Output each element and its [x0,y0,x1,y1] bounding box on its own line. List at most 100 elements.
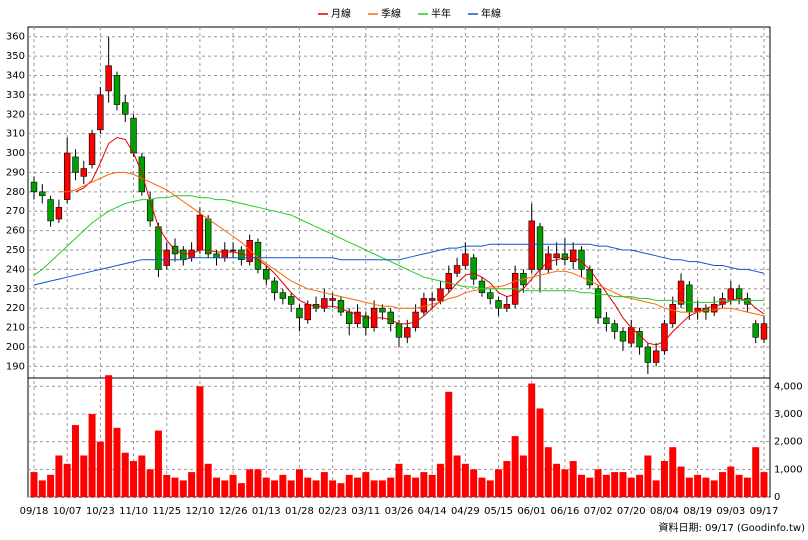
x-tick-label: 07/02 [584,506,613,517]
candle-body [354,311,361,325]
candle-body [619,331,627,342]
volume-bar [677,466,685,497]
candle-body [72,156,79,173]
candle-body [279,292,287,299]
volume-bar [246,469,254,497]
volume-bar [611,472,619,497]
volume-bar [694,474,702,497]
volume-bar [569,461,577,497]
ma-line [33,195,764,303]
volume-bar [96,441,104,497]
y-tick-label: 290 [6,167,25,178]
candle-body [271,280,278,293]
y-tick-label: 320 [6,109,25,120]
volume-bar [743,477,751,497]
candle-body [636,331,643,348]
volume-bar [760,472,768,497]
volume-bar [652,480,660,497]
volume-bar [461,463,469,497]
legend-label: 月線 [331,7,351,20]
candle-body [47,199,54,222]
y-tick-label: 210 [6,323,25,334]
x-tick-label: 09/17 [750,506,779,517]
x-tick-label: 12/10 [185,506,214,517]
y-tick-label: 260 [6,226,25,237]
candle-body [404,327,411,338]
x-tick-label: 02/23 [318,506,347,517]
volume-bar [320,472,328,497]
volume-bar [154,430,162,497]
volume-bar [561,469,569,497]
y-tick-label: 350 [6,51,25,62]
y-tick-label: 3,000 [774,409,803,420]
candle-body [180,249,187,261]
y-tick-label: 360 [6,32,25,43]
y-tick-label: 2,000 [774,437,803,448]
candle-body [196,214,204,251]
x-tick-label: 01/13 [252,506,281,517]
candle-body [453,265,461,274]
y-tick-label: 310 [6,129,25,140]
volume-bar [412,477,420,497]
candle-body [652,350,660,363]
volume-bar [262,477,270,497]
volume-bar [528,383,536,497]
volume-bar [171,477,179,497]
volume-bar [254,469,262,497]
candle-body [254,241,262,270]
x-tick-label: 11/25 [152,506,181,517]
volume-bar [121,452,129,497]
volume-bar [445,391,453,497]
volume-bar [378,480,386,497]
volume-bar [113,427,121,497]
candle-body [346,311,353,325]
volume-bar [486,480,494,497]
candle-body [155,226,162,270]
volume-bar [304,477,312,497]
candle-body [163,249,170,266]
candle-body [213,253,220,259]
legend-label: 半年 [431,7,451,20]
volume-bar [403,474,411,497]
volume-bar [279,474,287,497]
volume-bar [229,474,237,497]
candle-body [395,323,403,338]
y-tick-label: 200 [6,342,25,353]
volume-bar [146,469,154,497]
volume-bar [395,463,403,497]
x-tick-label: 10/07 [53,506,82,517]
volume-bar [30,472,38,497]
candle-body [130,117,137,154]
x-tick-label: 08/19 [683,506,712,517]
volume-bar [329,480,337,497]
candle-body [229,249,237,252]
volume-bar [295,469,303,497]
volume-bar [80,455,88,497]
volume-bar [727,466,735,497]
volume-bar [354,477,362,497]
x-tick-label: 06/01 [517,506,546,517]
candle-body [536,226,544,270]
volume-bar [503,461,511,497]
candle-body [735,288,743,299]
volume-bar [237,483,245,497]
legend-label: 年線 [481,7,501,20]
candle-body [287,296,295,305]
volume-bar [594,469,602,497]
volume-bar [345,474,353,497]
volume-bar [387,477,395,497]
candle-body [337,300,345,313]
ma-line [75,136,765,346]
ma-line [33,243,765,286]
candle-body [478,280,486,293]
x-tick-label: 03/26 [385,506,414,517]
candle-body [744,298,751,305]
candle-body [30,181,38,193]
candle-body [528,220,535,270]
candle-body [246,240,253,262]
volume-bar [627,477,635,497]
volume-bar [196,386,204,497]
volume-bar [544,447,552,497]
volume-bar [453,455,461,497]
